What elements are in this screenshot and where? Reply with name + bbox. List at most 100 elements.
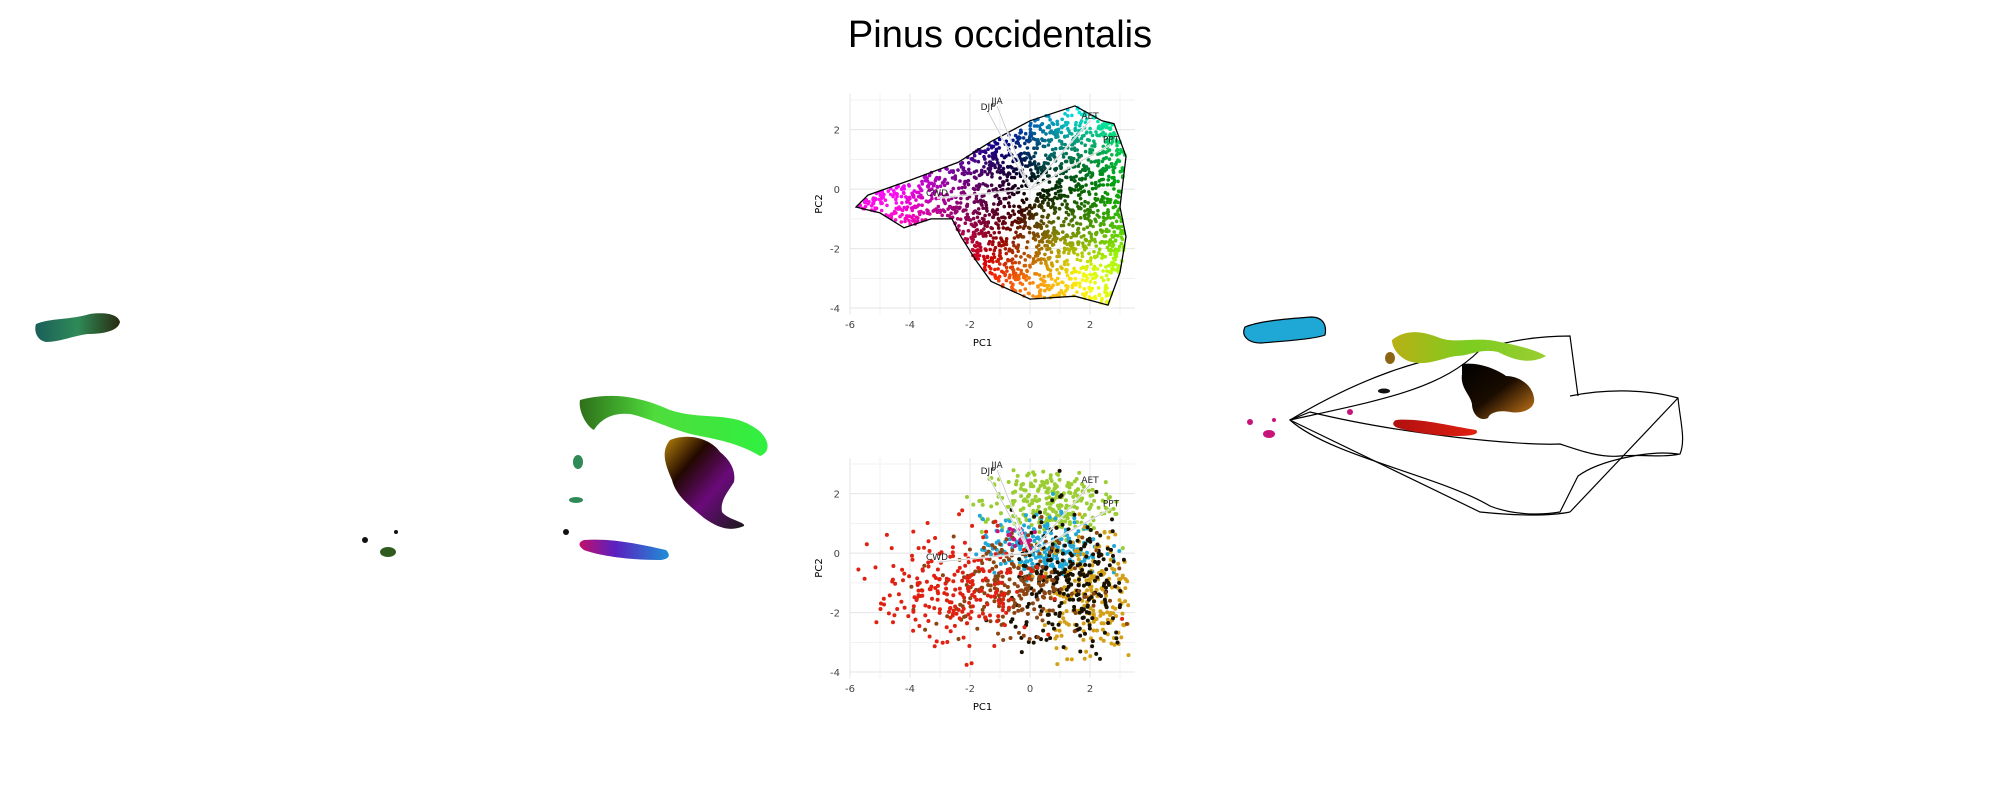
data-point (994, 236, 998, 240)
data-point (1007, 557, 1011, 562)
data-point (1083, 149, 1088, 154)
data-point (994, 147, 999, 152)
data-point (977, 211, 982, 216)
data-point (1119, 229, 1123, 233)
data-point (879, 201, 883, 206)
data-point (1092, 144, 1097, 149)
data-point (1066, 593, 1071, 598)
data-point (1073, 179, 1077, 183)
data-point (1007, 195, 1012, 199)
data-point (1028, 281, 1032, 286)
data-point (1047, 180, 1052, 184)
data-point (902, 184, 906, 188)
data-point (1038, 510, 1042, 515)
data-point (1022, 200, 1026, 205)
data-point (915, 204, 919, 209)
data-point (993, 245, 998, 250)
data-point (999, 169, 1003, 173)
data-point (1081, 163, 1086, 168)
data-point (1041, 201, 1045, 205)
data-point (1012, 603, 1017, 608)
data-point (1113, 162, 1118, 166)
data-point (1091, 210, 1095, 215)
data-point (988, 270, 992, 275)
data-point (1083, 199, 1087, 204)
data-point (1022, 498, 1027, 503)
data-point (1023, 164, 1028, 168)
data-point (1074, 593, 1079, 598)
data-point (1044, 153, 1048, 157)
data-point (948, 606, 952, 611)
data-point (1030, 574, 1035, 579)
data-point (1032, 154, 1036, 159)
map-fragment-small-2 (569, 497, 583, 503)
data-point (972, 153, 977, 158)
data-point (1042, 161, 1047, 165)
data-point (1078, 193, 1082, 197)
data-point (1072, 479, 1077, 484)
data-point (1037, 530, 1042, 534)
x-tick-label: -6 (845, 320, 855, 331)
data-point (878, 193, 883, 198)
data-point (1094, 203, 1098, 208)
data-point (1023, 263, 1028, 268)
data-point (991, 560, 996, 565)
data-point (1058, 189, 1063, 193)
data-point (1124, 621, 1129, 626)
data-point (983, 259, 988, 264)
data-point (1013, 133, 1018, 138)
data-point (1012, 537, 1017, 542)
data-point (1065, 273, 1070, 278)
data-point (1042, 595, 1046, 600)
data-point (1050, 187, 1054, 191)
data-point (1070, 142, 1075, 147)
data-point (1110, 517, 1114, 522)
data-point (1018, 220, 1022, 224)
data-point (1115, 640, 1120, 645)
data-point (998, 562, 1003, 566)
data-point (1021, 633, 1026, 638)
data-point (1099, 621, 1104, 626)
data-point (1009, 285, 1014, 289)
data-point (1046, 143, 1051, 147)
data-point (967, 600, 972, 605)
data-point (1024, 156, 1028, 160)
data-point (951, 554, 956, 558)
data-point (1050, 147, 1055, 152)
data-point (961, 635, 966, 640)
data-point (992, 594, 997, 599)
data-point (1037, 251, 1041, 255)
data-point (1084, 279, 1088, 283)
data-point (990, 144, 994, 148)
data-point (1067, 597, 1072, 602)
data-point (950, 176, 955, 180)
data-point (1066, 114, 1070, 118)
data-point (1045, 215, 1050, 220)
data-point (970, 523, 975, 528)
data-point (947, 600, 952, 605)
data-point (1004, 237, 1009, 241)
data-point (1100, 600, 1105, 605)
y-axis-label: PC2 (814, 558, 825, 577)
data-point (1023, 582, 1027, 587)
data-point (1093, 180, 1098, 185)
data-point (1012, 236, 1017, 240)
data-point (1052, 233, 1057, 238)
data-point (1035, 597, 1040, 602)
data-point (1102, 630, 1107, 635)
data-point (1043, 252, 1047, 257)
data-point (938, 192, 943, 196)
data-point (1098, 610, 1103, 615)
data-point (1000, 614, 1005, 619)
data-point (992, 248, 997, 253)
data-point (1038, 127, 1043, 131)
data-point (1045, 612, 1050, 617)
data-point (973, 244, 978, 249)
data-point (1019, 650, 1024, 655)
data-point (1079, 136, 1084, 141)
data-point (1032, 514, 1037, 519)
data-point (1033, 151, 1038, 155)
data-point (1070, 113, 1074, 118)
data-point (1001, 638, 1006, 642)
data-point (916, 588, 921, 593)
